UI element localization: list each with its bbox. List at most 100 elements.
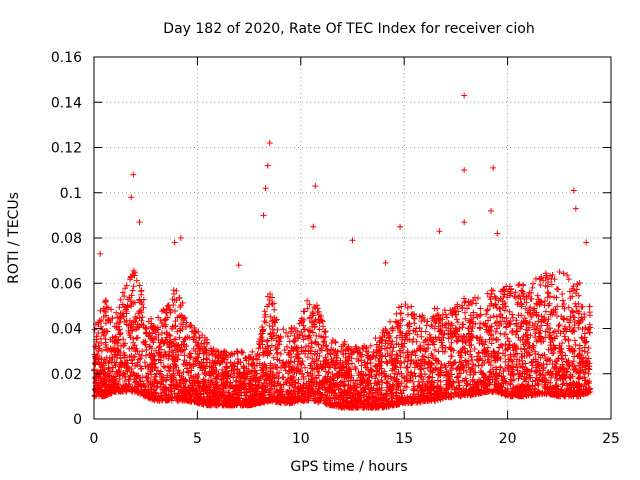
data-point [501,291,508,298]
data-point [329,336,336,343]
data-point [441,322,448,329]
data-point [534,323,541,330]
data-point [298,344,305,351]
data-point [502,392,509,399]
data-point [183,343,190,350]
data-point [538,338,545,345]
data-point [582,363,589,370]
data-point [534,301,541,308]
data-point [500,368,507,375]
data-point [418,318,425,325]
data-point [280,381,287,388]
data-point [160,374,167,381]
data-point [377,337,384,344]
data-point [518,323,525,330]
data-point [138,388,145,395]
data-point [182,383,189,390]
data-point [530,280,537,287]
data-point [296,331,303,338]
data-point [404,358,411,365]
data-point [271,306,278,313]
data-point [313,362,320,369]
data-point [166,393,173,400]
data-point [227,359,234,366]
data-point [145,380,152,387]
data-point [317,379,324,386]
data-point [304,369,311,376]
data-point [146,395,153,402]
data-point [373,363,380,370]
data-point [130,299,137,306]
data-point [263,338,270,345]
data-point [582,381,589,388]
data-point [469,365,476,372]
data-point [341,338,348,345]
data-point [276,338,283,345]
data-point [520,364,527,371]
data-point [488,331,495,338]
data-point [288,328,295,335]
data-point [485,317,492,324]
data-point [267,376,274,383]
data-point [345,381,352,388]
data-point [226,402,233,409]
data-point [553,333,560,340]
data-point [395,304,402,311]
data-point [183,319,190,326]
data-point [421,358,428,365]
data-point [343,369,350,376]
data-point [559,381,566,388]
data-point [126,353,133,360]
data-point [482,347,489,354]
data-point [514,367,521,374]
data-point [195,383,202,390]
data-point [162,316,169,323]
data-point [393,364,400,371]
data-point [579,358,586,365]
data-point [176,372,183,379]
data-point [512,289,519,296]
data-point [136,282,143,289]
data-point [191,356,198,363]
data-point [208,402,215,409]
data-point [357,377,364,384]
data-point [376,390,383,397]
data-point [387,344,394,351]
data-point [461,345,468,352]
data-point [376,372,383,379]
data-point [420,376,427,383]
data-point [484,348,491,355]
data-point [240,363,247,370]
data-point [210,388,217,395]
data-point [393,386,400,393]
data-point [503,323,510,330]
data-point [364,359,371,366]
data-point [454,301,461,308]
data-point [521,370,528,377]
data-point [516,392,523,399]
data-point [357,394,364,401]
data-point [569,293,576,300]
data-point [274,356,281,363]
data-point [456,366,463,373]
data-point [582,355,589,362]
data-point [267,313,274,320]
data-point [564,272,571,279]
data-point [145,333,152,340]
data-point [296,395,303,402]
data-point [230,362,237,369]
data-point [571,348,578,355]
data-point [490,313,497,320]
data-point [239,349,246,356]
data-point [198,340,205,347]
data-point [468,353,475,360]
data-point [405,321,412,328]
data-point [456,358,463,365]
data-point [321,391,328,398]
data-point [565,362,572,369]
data-point [192,360,199,367]
data-point [388,387,395,394]
data-point [128,292,135,299]
data-point [455,391,462,398]
data-point [553,377,560,384]
